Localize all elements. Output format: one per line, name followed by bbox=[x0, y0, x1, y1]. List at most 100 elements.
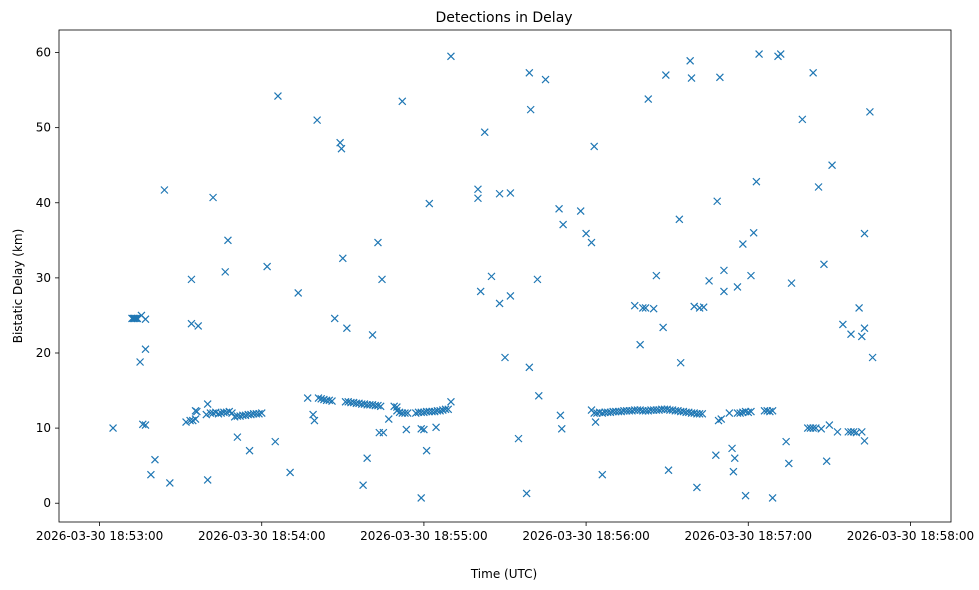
data-point-x-marker bbox=[447, 397, 455, 406]
data-point-x-marker bbox=[109, 424, 117, 433]
data-point-x-marker bbox=[525, 68, 534, 77]
data-point-x-marker bbox=[303, 394, 312, 402]
data-point-x-marker bbox=[441, 405, 450, 414]
data-point-x-marker bbox=[337, 144, 346, 153]
data-point-x-marker bbox=[755, 50, 764, 58]
data-point-x-marker bbox=[787, 279, 796, 288]
data-point-x-marker bbox=[747, 407, 755, 416]
data-point-x-marker bbox=[374, 401, 382, 410]
data-point-x-marker bbox=[825, 421, 834, 430]
data-point-x-marker bbox=[130, 314, 139, 323]
data-point-x-marker bbox=[576, 207, 585, 215]
data-point-x-marker bbox=[330, 314, 339, 323]
data-point-x-marker bbox=[747, 271, 755, 280]
data-point-x-marker bbox=[591, 418, 600, 427]
data-point-x-marker bbox=[294, 288, 303, 297]
data-point-x-marker bbox=[376, 402, 385, 411]
data-point-x-marker bbox=[401, 409, 409, 418]
x-tick-label: 2026-03-30 18:57:00 bbox=[685, 529, 812, 543]
data-point-x-marker bbox=[476, 287, 485, 296]
data-point-x-marker bbox=[798, 115, 807, 124]
data-point-x-marker bbox=[136, 358, 145, 366]
data-point-x-marker bbox=[817, 424, 826, 433]
data-point-x-marker bbox=[822, 457, 831, 466]
data-point-x-marker bbox=[857, 332, 866, 341]
data-point-x-marker bbox=[182, 418, 190, 427]
data-point-x-marker bbox=[676, 358, 685, 367]
data-point-x-marker bbox=[432, 423, 440, 432]
data-point-x-marker bbox=[661, 71, 670, 79]
data-point-x-marker bbox=[533, 275, 542, 284]
data-point-x-marker bbox=[133, 314, 142, 323]
data-point-x-marker bbox=[160, 186, 169, 194]
data-point-x-marker bbox=[733, 282, 742, 291]
data-point-x-marker bbox=[857, 427, 866, 436]
data-point-x-marker bbox=[541, 75, 550, 84]
data-point-x-marker bbox=[419, 425, 428, 434]
x-tick-label: 2026-03-30 18:55:00 bbox=[360, 529, 487, 543]
data-point-x-marker bbox=[868, 353, 877, 362]
data-point-x-marker bbox=[325, 396, 334, 405]
x-tick-label: 2026-03-30 18:53:00 bbox=[36, 529, 163, 543]
data-point-x-marker bbox=[720, 287, 728, 296]
data-point-x-marker bbox=[203, 476, 212, 484]
data-point-x-marker bbox=[506, 291, 515, 300]
data-point-x-marker bbox=[245, 446, 254, 455]
data-point-x-marker bbox=[809, 68, 818, 77]
data-point-x-marker bbox=[286, 468, 295, 477]
y-tick-label: 20 bbox=[36, 346, 51, 360]
data-point-x-marker bbox=[768, 406, 777, 415]
data-point-x-marker bbox=[860, 229, 869, 238]
data-point-x-marker bbox=[729, 467, 738, 476]
data-point-x-marker bbox=[233, 433, 242, 442]
data-point-x-marker bbox=[847, 330, 855, 339]
data-point-x-marker bbox=[203, 400, 212, 408]
x-tick-label: 2026-03-30 18:56:00 bbox=[522, 529, 649, 543]
y-tick-label: 10 bbox=[36, 421, 51, 435]
data-point-x-marker bbox=[328, 397, 336, 405]
data-point-x-marker bbox=[359, 481, 368, 490]
data-point-x-marker bbox=[559, 220, 568, 229]
data-point-x-marker bbox=[417, 494, 426, 502]
data-point-x-marker bbox=[598, 470, 607, 479]
data-point-x-marker bbox=[715, 73, 724, 82]
data-point-x-marker bbox=[749, 228, 758, 237]
data-point-x-marker bbox=[833, 427, 842, 436]
data-point-x-marker bbox=[514, 434, 523, 443]
data-point-x-marker bbox=[495, 299, 504, 308]
data-point-x-marker bbox=[705, 276, 714, 285]
data-point-x-marker bbox=[417, 424, 426, 433]
x-tick-label: 2026-03-30 18:54:00 bbox=[198, 529, 325, 543]
data-point-x-marker bbox=[313, 116, 322, 125]
data-point-x-marker bbox=[644, 95, 653, 104]
data-point-x-marker bbox=[768, 494, 777, 502]
data-point-x-marker bbox=[713, 197, 722, 206]
data-point-x-marker bbox=[374, 238, 382, 247]
data-point-x-marker bbox=[363, 454, 372, 463]
data-point-x-marker bbox=[555, 204, 563, 213]
data-point-x-marker bbox=[194, 322, 203, 330]
data-point-x-marker bbox=[506, 189, 515, 197]
data-point-x-marker bbox=[368, 331, 377, 339]
data-point-x-marker bbox=[271, 437, 280, 446]
data-point-x-marker bbox=[310, 416, 319, 425]
data-point-x-marker bbox=[444, 405, 453, 414]
data-point-x-marker bbox=[338, 254, 347, 263]
data-point-x-marker bbox=[814, 183, 823, 191]
data-point-x-marker bbox=[480, 128, 489, 137]
data-point-x-marker bbox=[838, 320, 847, 329]
data-point-x-marker bbox=[752, 177, 761, 186]
data-point-x-marker bbox=[711, 451, 720, 460]
data-point-x-marker bbox=[447, 52, 455, 61]
data-point-x-marker bbox=[730, 454, 739, 463]
data-point-x-marker bbox=[659, 323, 668, 332]
data-point-x-marker bbox=[638, 303, 647, 312]
y-tick-label: 60 bbox=[36, 46, 51, 60]
y-tick-label: 30 bbox=[36, 271, 51, 285]
data-point-x-marker bbox=[860, 324, 869, 333]
data-point-x-marker bbox=[202, 410, 211, 419]
data-point-x-marker bbox=[636, 340, 645, 349]
data-point-x-marker bbox=[860, 436, 869, 445]
